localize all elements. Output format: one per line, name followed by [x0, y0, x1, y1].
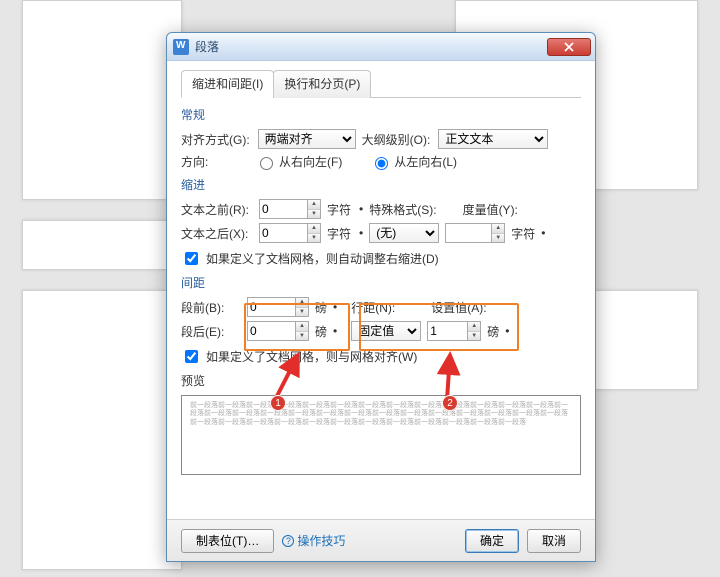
indent-after-input[interactable] — [259, 223, 307, 243]
dialog-body: 缩进和间距(I) 换行和分页(P) 常规 对齐方式(G): 两端对齐 大纲级别(… — [167, 61, 595, 485]
spin-down[interactable]: ▼ — [492, 234, 504, 243]
indent-grid-label: 如果定义了文档网格，则自动调整右缩进(D) — [206, 250, 439, 267]
section-spacing: 间距 — [181, 274, 581, 291]
indent-before-unit: 字符 — [327, 201, 351, 218]
paragraph-dialog: 段落 缩进和间距(I) 换行和分页(P) 常规 对齐方式(G): 两端对齐 大纲… — [166, 32, 596, 562]
tab-indent-spacing[interactable]: 缩进和间距(I) — [181, 70, 274, 98]
spin-up[interactable]: ▲ — [308, 200, 320, 210]
indent-before-spinner[interactable]: ▲▼ — [259, 199, 321, 219]
direction-rtl-label: 从右向左(F) — [279, 153, 342, 170]
set-value-spinner[interactable]: ▲▼ — [427, 321, 481, 341]
cancel-button[interactable]: 取消 — [527, 529, 581, 553]
doc-page-bg — [22, 290, 182, 570]
close-button[interactable] — [547, 38, 591, 56]
spin-down[interactable]: ▼ — [468, 332, 480, 341]
set-value-label: 设置值(A): — [431, 299, 486, 316]
section-preview: 预览 — [181, 372, 581, 389]
outline-select[interactable]: 正文文本 — [438, 129, 548, 149]
space-before-spinner[interactable]: ▲▼ — [247, 297, 309, 317]
spin-up[interactable]: ▲ — [468, 322, 480, 332]
set-value-input[interactable] — [427, 321, 467, 341]
tips-link[interactable]: ? 操作技巧 — [282, 532, 345, 549]
direction-label: 方向: — [181, 153, 239, 170]
spin-down[interactable]: ▼ — [296, 332, 308, 341]
section-general: 常规 — [181, 106, 581, 123]
spin-up[interactable]: ▲ — [492, 224, 504, 234]
indent-after-spinner[interactable]: ▲▼ — [259, 223, 321, 243]
titlebar[interactable]: 段落 — [167, 33, 595, 61]
measure-unit: 字符 — [511, 225, 535, 242]
space-after-label: 段后(E): — [181, 323, 239, 340]
indent-before-label: 文本之前(R): — [181, 201, 251, 218]
direction-ltr-radio[interactable] — [375, 157, 388, 170]
window-title: 段落 — [195, 38, 547, 55]
measure-input[interactable] — [445, 223, 491, 243]
spin-up[interactable]: ▲ — [296, 322, 308, 332]
indent-before-input[interactable] — [259, 199, 307, 219]
section-indent: 缩进 — [181, 176, 581, 193]
line-spacing-label: 行距(N): — [351, 299, 395, 316]
alignment-select[interactable]: 两端对齐 — [258, 129, 356, 149]
close-icon — [564, 42, 574, 52]
spin-up[interactable]: ▲ — [296, 298, 308, 308]
tips-link-label: 操作技巧 — [297, 532, 345, 549]
outline-label: 大纲级别(O): — [362, 131, 431, 148]
indent-after-unit: 字符 — [327, 225, 351, 242]
space-after-unit: 磅 — [315, 323, 327, 340]
preview-text: 前一段落前一段落前一段落前一段落前一段落前一段落前一段落前一段落前一段落前一段落… — [190, 402, 568, 426]
spin-down[interactable]: ▼ — [308, 210, 320, 219]
special-format-select[interactable]: (无) — [369, 223, 439, 243]
space-after-spinner[interactable]: ▲▼ — [247, 321, 309, 341]
set-value-unit: 磅 — [487, 323, 499, 340]
special-format-label: 特殊格式(S): — [369, 201, 436, 218]
dialog-footer: 制表位(T)… ? 操作技巧 确定 取消 — [167, 519, 595, 561]
app-icon — [173, 39, 189, 55]
spacing-grid-label: 如果定义了文档网格，则与网格对齐(W) — [206, 348, 417, 365]
space-after-input[interactable] — [247, 321, 295, 341]
doc-page-bg — [22, 220, 182, 270]
measure-spinner[interactable]: ▲▼ — [445, 223, 505, 243]
space-before-label: 段前(B): — [181, 299, 239, 316]
indent-after-label: 文本之后(X): — [181, 225, 251, 242]
tabs-button[interactable]: 制表位(T)… — [181, 529, 274, 553]
spin-down[interactable]: ▼ — [308, 234, 320, 243]
spacing-grid-checkbox[interactable] — [185, 350, 198, 363]
help-icon: ? — [282, 535, 294, 547]
alignment-label: 对齐方式(G): — [181, 131, 250, 148]
space-before-unit: 磅 — [315, 299, 327, 316]
tab-strip: 缩进和间距(I) 换行和分页(P) — [181, 69, 581, 98]
line-spacing-select[interactable]: 固定值 — [351, 321, 421, 341]
direction-ltr-label: 从左向右(L) — [394, 153, 457, 170]
tab-line-page-breaks[interactable]: 换行和分页(P) — [273, 70, 371, 98]
spin-down[interactable]: ▼ — [296, 308, 308, 317]
direction-rtl-radio[interactable] — [260, 157, 273, 170]
indent-grid-checkbox[interactable] — [185, 252, 198, 265]
space-before-input[interactable] — [247, 297, 295, 317]
measure-label: 度量值(Y): — [463, 201, 518, 218]
doc-page-bg — [22, 0, 182, 200]
preview-box: 前一段落前一段落前一段落前一段落前一段落前一段落前一段落前一段落前一段落前一段落… — [181, 395, 581, 475]
ok-button[interactable]: 确定 — [465, 529, 519, 553]
spin-up[interactable]: ▲ — [308, 224, 320, 234]
